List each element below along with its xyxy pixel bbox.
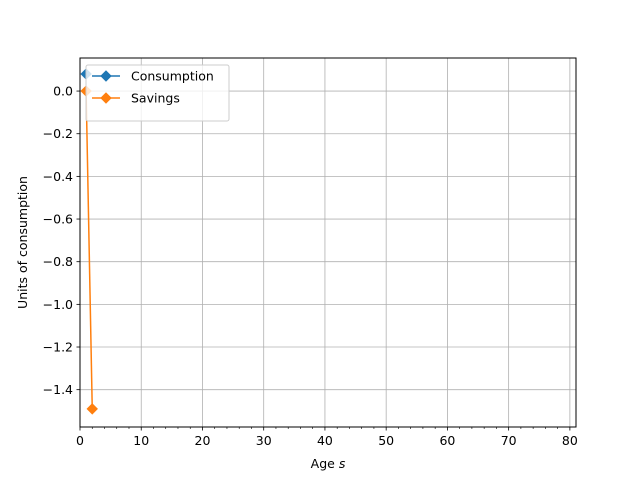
legend-label: Consumption (131, 69, 214, 84)
data-point-savings (86, 403, 98, 415)
y-axis-label: Units of consumption (15, 176, 30, 309)
y-tick-label: −1.2 (43, 340, 73, 355)
x-axis-label: Age s (311, 456, 346, 471)
y-tick-label: −0.6 (43, 212, 73, 227)
legend-items: Consumption Savings (92, 69, 214, 106)
x-tick-label: 30 (256, 433, 272, 448)
x-axis-label-var: s (339, 456, 346, 471)
x-tick-label: 10 (133, 433, 149, 448)
x-tick-label: 40 (317, 433, 333, 448)
legend-label: Savings (131, 91, 180, 106)
y-tick-label: −1.4 (43, 382, 73, 397)
y-axis-ticks: 0.0 −0.2 −0.4 −0.6 −0.8 −1.0 −1.2 −1.4 (43, 84, 80, 397)
x-axis-label-text: Age (311, 456, 339, 471)
legend-marker (100, 92, 112, 104)
y-tick-label: −1.0 (43, 297, 73, 312)
legend-marker (100, 70, 112, 82)
series-savings (80, 85, 98, 415)
y-tick-label: −0.8 (43, 254, 73, 269)
x-tick-label: 50 (378, 433, 394, 448)
x-tick-label: 60 (439, 433, 455, 448)
y-tick-label: −0.4 (43, 169, 73, 184)
x-tick-label: 0 (76, 433, 84, 448)
x-tick-label: 80 (562, 433, 578, 448)
legend-item-savings: Savings (92, 91, 180, 106)
x-minor-ticks (91, 427, 558, 429)
legend-box (85, 64, 230, 122)
y-tick-label: −0.2 (43, 126, 73, 141)
grid (79, 58, 576, 427)
y-tick-label: 0.0 (53, 84, 73, 99)
legend-item-consumption: Consumption (92, 69, 214, 84)
x-axis-ticks: 0 10 20 30 40 50 60 70 80 (76, 427, 578, 448)
x-tick-label: 70 (501, 433, 517, 448)
legend: Consumption Savings (85, 64, 230, 122)
x-tick-label: 20 (195, 433, 211, 448)
plot-frame (79, 57, 577, 428)
series-line-savings (85, 91, 93, 409)
